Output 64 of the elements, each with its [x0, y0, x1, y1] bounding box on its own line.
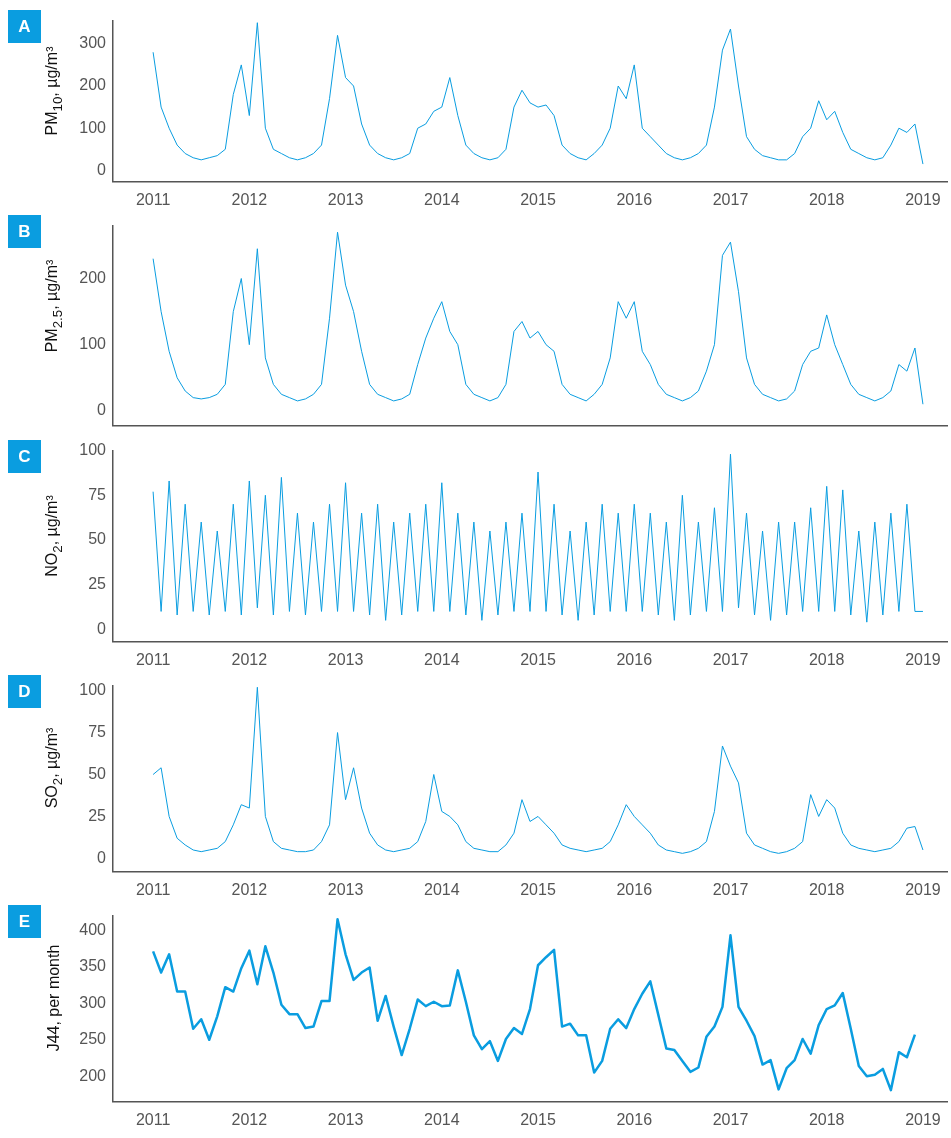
x-tick-label: 2012: [231, 190, 268, 208]
y-tick-label: 25: [88, 806, 107, 824]
y-tick-label: 0: [97, 160, 107, 178]
x-tick-label: 2017: [712, 650, 749, 668]
y-tick-label: 250: [79, 1030, 107, 1048]
chart-title: C: [8, 440, 41, 473]
x-tick-label: 2017: [712, 880, 749, 898]
x-tick-label: 2011: [135, 1110, 171, 1128]
y-tick-label: 300: [79, 34, 107, 52]
x-tick-label: 2011: [135, 190, 171, 208]
x-tick-label: 2017: [712, 1110, 749, 1128]
x-tick-label: 2014: [423, 880, 460, 898]
y-tick-label: 300: [79, 993, 107, 1011]
x-tick-label: 2016: [616, 190, 653, 208]
x-tick-label: 2016: [616, 1110, 653, 1128]
y-tick-label: 25: [88, 575, 107, 593]
x-tick-label: 2014: [423, 190, 460, 208]
x-tick-label: 2019: [905, 1110, 941, 1128]
x-tick-label: 2015: [520, 880, 556, 898]
x-tick-label: 2015: [520, 650, 556, 668]
y-tick-label: 200: [79, 268, 107, 286]
y-tick-label: 100: [79, 335, 107, 353]
y-tick-label: 0: [97, 401, 107, 419]
x-tick-label: 2015: [520, 1110, 556, 1128]
y-tick-label: 100: [79, 118, 107, 136]
x-tick-label: 2016: [616, 650, 653, 668]
y-tick-label: 0: [97, 619, 107, 637]
x-tick-label: 2013: [327, 1110, 364, 1128]
x-tick-label: 2019: [905, 650, 941, 668]
x-tick-label: 2016: [616, 880, 653, 898]
x-tick-label: 2013: [327, 190, 364, 208]
y-tick-label: 75: [88, 722, 107, 740]
y-tick-label: 200: [79, 1066, 107, 1084]
x-tick-label: 2018: [808, 650, 845, 668]
chart-title: E: [8, 905, 41, 938]
x-tick-label: 2014: [423, 1110, 460, 1128]
y-tick-label: 350: [79, 957, 107, 975]
x-tick-label: 2014: [423, 650, 460, 668]
y-tick-label: 0: [97, 848, 107, 866]
x-tick-label: 2011: [135, 880, 171, 898]
x-tick-label: 2018: [808, 190, 845, 208]
y-tick-label: 200: [79, 76, 107, 94]
x-tick-label: 2019: [905, 880, 941, 898]
x-tick-label: 2018: [808, 1110, 845, 1128]
x-tick-label: 2013: [327, 880, 364, 898]
chart-title: B: [8, 215, 41, 248]
y-tick-label: 50: [88, 764, 107, 782]
x-tick-label: 2013: [327, 650, 364, 668]
y-tick-label: 400: [79, 920, 107, 938]
x-tick-label: 2012: [231, 650, 268, 668]
chart-title: D: [8, 675, 41, 708]
x-tick-label: 2012: [231, 1110, 268, 1128]
y-tick-label: 50: [88, 530, 107, 548]
y-axis-title: J44, per month: [45, 944, 63, 1052]
x-tick-label: 2015: [520, 190, 556, 208]
x-tick-label: 2018: [808, 880, 845, 898]
x-tick-label: 2019: [905, 190, 941, 208]
chart-title: A: [8, 10, 41, 43]
x-tick-label: 2012: [231, 880, 268, 898]
x-tick-label: 2011: [135, 650, 171, 668]
y-tick-label: 75: [88, 485, 107, 503]
y-tick-label: 100: [79, 441, 107, 459]
x-tick-label: 2017: [712, 190, 749, 208]
y-tick-label: 100: [79, 681, 107, 699]
